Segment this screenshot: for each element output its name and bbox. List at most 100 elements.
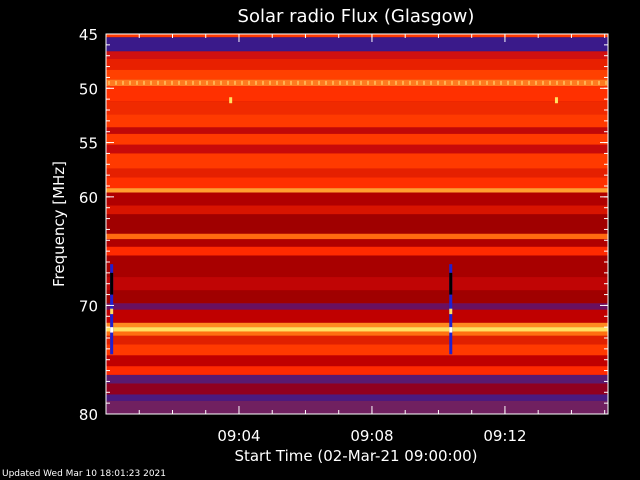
frequency-band-6: [106, 86, 608, 102]
dotted-emission-mark: [374, 80, 376, 85]
frequency-band-21: [106, 246, 608, 256]
dotted-emission-mark: [353, 80, 355, 85]
x-tick-label: 09:04: [217, 427, 260, 445]
frequency-band-13: [106, 168, 608, 178]
dotted-emission-mark: [150, 80, 152, 85]
plot-area: [106, 34, 608, 414]
frequency-band-0: [106, 34, 608, 38]
y-tick-label: 80: [79, 406, 98, 424]
dotted-emission-mark: [129, 80, 131, 85]
frequency-band-4: [106, 69, 608, 80]
frequency-band-34: [106, 374, 608, 384]
plot-frame: [105, 33, 609, 415]
frequency-band-15: [106, 188, 608, 193]
dotted-emission-mark: [437, 80, 439, 85]
dotted-emission-mark: [381, 80, 383, 85]
dotted-emission-mark: [549, 80, 551, 85]
dotted-emission-mark: [262, 80, 264, 85]
frequency-band-17: [106, 205, 608, 215]
dotted-emission-mark: [542, 80, 544, 85]
dotted-emission-mark: [318, 80, 320, 85]
dotted-emission-mark: [605, 80, 607, 85]
burst-spikes: [110, 264, 453, 355]
frequency-band-31: [106, 344, 608, 356]
frequency-band-28: [106, 327, 608, 332]
dotted-emission-mark: [185, 80, 187, 85]
frequency-band-7: [106, 101, 608, 115]
dotted-emission-mark: [143, 80, 145, 85]
dotted-emission-mark: [451, 80, 453, 85]
dotted-emission-mark: [486, 80, 488, 85]
y-tick-label: 50: [79, 80, 98, 98]
burst-spike-1: [449, 264, 453, 355]
frequency-band-23: [106, 277, 608, 291]
emission-dot-0: [229, 97, 233, 104]
dotted-emission-mark: [178, 80, 180, 85]
dotted-emission-mark: [311, 80, 313, 85]
dotted-emission-mark: [255, 80, 257, 85]
dotted-emission-mark: [521, 80, 523, 85]
frequency-band-32: [106, 355, 608, 367]
frequency-band-16: [106, 192, 608, 206]
frequency-band-33: [106, 366, 608, 375]
dotted-emission-mark: [591, 80, 593, 85]
y-axis-label: Frequency [MHz]: [50, 161, 68, 287]
dotted-emission-mark: [290, 80, 292, 85]
dotted-emission-mark: [360, 80, 362, 85]
dotted-emission-mark: [535, 80, 537, 85]
dotted-emission-mark: [458, 80, 460, 85]
frequency-band-36: [106, 394, 608, 401]
emission-dot-1: [554, 97, 558, 104]
frequency-band-8: [106, 114, 608, 128]
frequency-band-11: [106, 144, 608, 154]
dotted-emission-mark: [598, 80, 600, 85]
dotted-emission-mark: [493, 80, 495, 85]
dotted-emission-mark: [122, 80, 124, 85]
frequency-band-20: [106, 239, 608, 247]
chart-title: Solar radio Flux (Glasgow): [238, 6, 475, 27]
dotted-emission-mark: [514, 80, 516, 85]
dotted-emission-mark: [199, 80, 201, 85]
dotted-emission-mark: [423, 80, 425, 85]
dotted-emission-mark: [192, 80, 194, 85]
frequency-band-35: [106, 383, 608, 395]
x-tick-label: 09:08: [350, 427, 393, 445]
frequency-band-9: [106, 127, 608, 134]
dotted-emission-mark: [577, 80, 579, 85]
frequency-band-26: [106, 309, 608, 323]
updated-timestamp: Updated Wed Mar 10 18:01:23 2021: [2, 469, 166, 479]
dotted-emission-mark: [157, 80, 159, 85]
dotted-emission-mark: [339, 80, 341, 85]
frequency-band-27: [106, 322, 608, 328]
dotted-emission-mark: [570, 80, 572, 85]
frequency-band-12: [106, 153, 608, 169]
dotted-emission-mark: [388, 80, 390, 85]
frequency-band-37: [106, 400, 608, 414]
dotted-emission-mark: [444, 80, 446, 85]
dotted-emission-mark: [213, 80, 215, 85]
dotted-emission-mark: [206, 80, 208, 85]
frequency-band-14: [106, 177, 608, 189]
frequency-band-18: [106, 214, 608, 234]
y-tick-label: 45: [79, 26, 98, 44]
dotted-emission-mark: [283, 80, 285, 85]
x-tick-label: 09:12: [483, 427, 526, 445]
dotted-emission-mark: [584, 80, 586, 85]
frequency-band-10: [106, 133, 608, 145]
dotted-emission-mark: [507, 80, 509, 85]
dotted-emission-mark: [171, 80, 173, 85]
dotted-emission-mark: [395, 80, 397, 85]
frequency-band-30: [106, 335, 608, 345]
y-tick-label: 60: [79, 189, 98, 207]
y-tick-label: 70: [79, 297, 98, 315]
dotted-emission-mark: [563, 80, 565, 85]
frequency-band-2: [106, 51, 608, 59]
frequency-band-22: [106, 255, 608, 278]
dotted-emission-mark: [297, 80, 299, 85]
dotted-emission-mark: [556, 80, 558, 85]
dotted-emission-mark: [234, 80, 236, 85]
dotted-emission-mark: [325, 80, 327, 85]
frequency-band-25: [106, 303, 608, 310]
x-axis-label: Start Time (02-Mar-21 09:00:00): [234, 447, 477, 465]
